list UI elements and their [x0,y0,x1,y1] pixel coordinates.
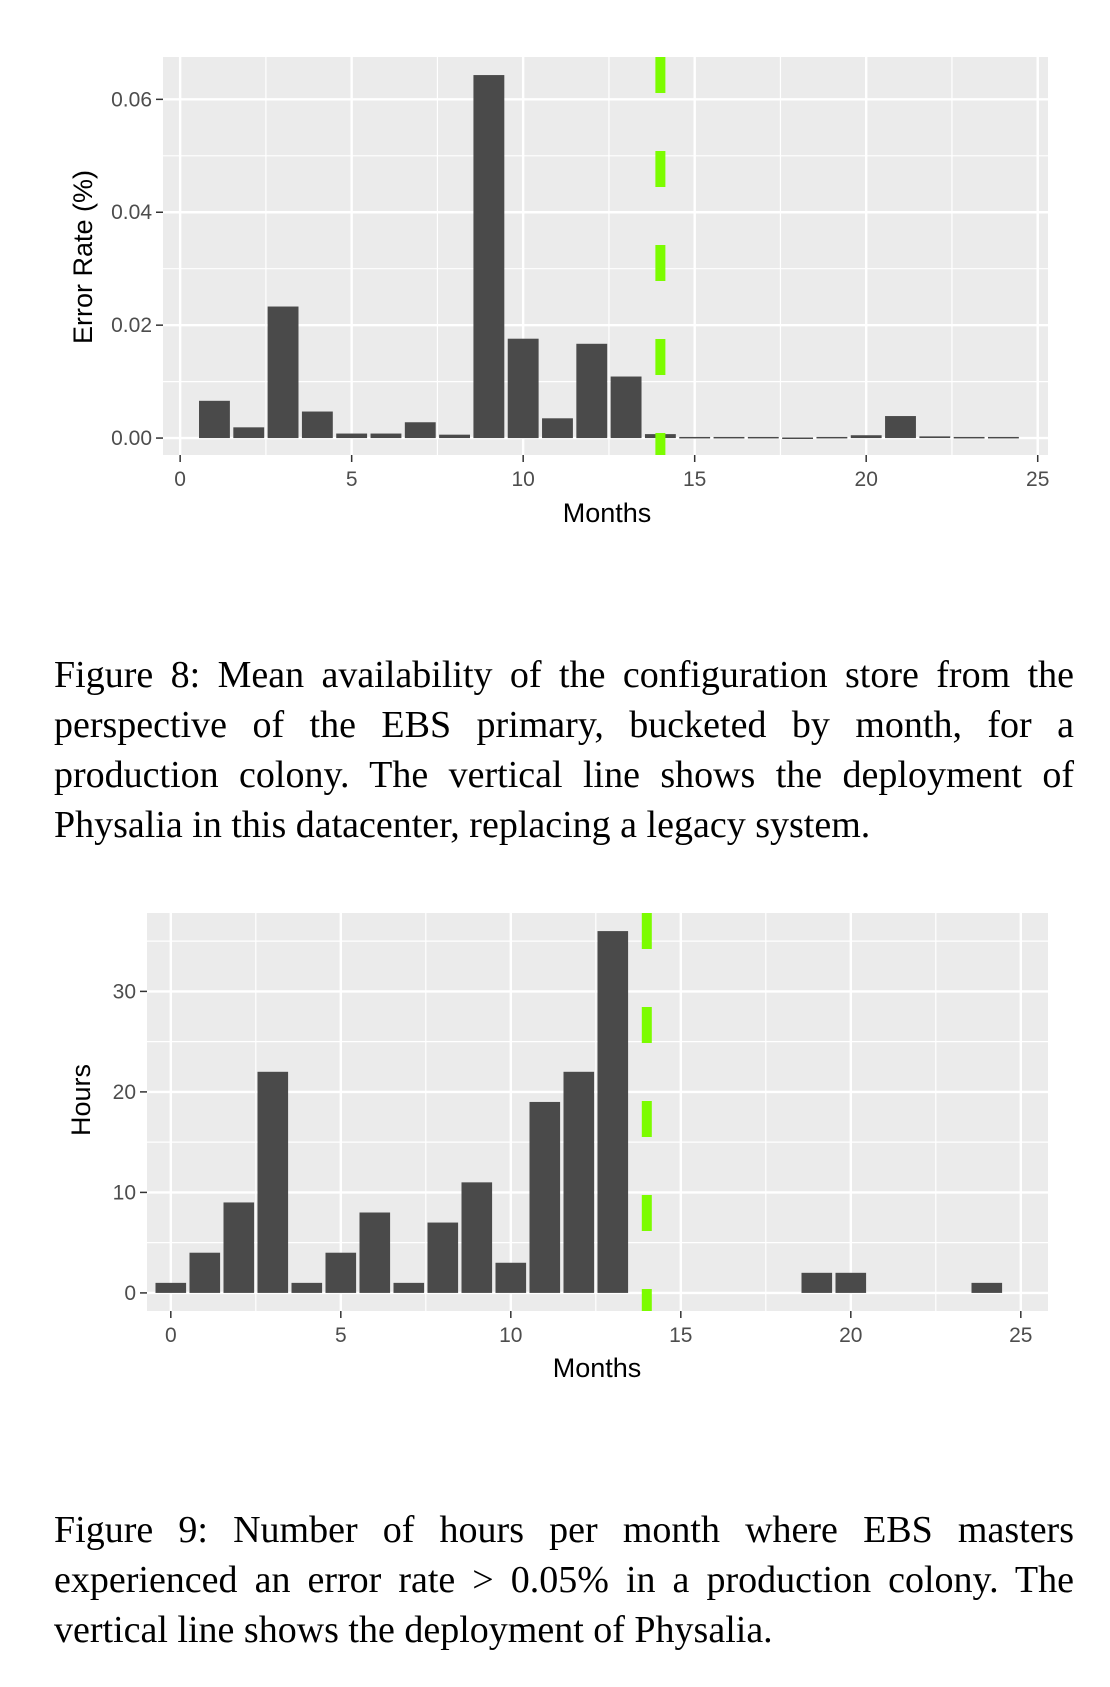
bar [816,436,848,439]
bar [257,1071,289,1293]
x-tick-label: 0 [174,468,186,491]
bar [576,343,608,439]
figure-8-chart: 0 5 10 15 20 25 0.00 0.02 0.04 0.06 Months Error … [68,57,1049,528]
bar [155,1282,187,1293]
x-axis-title: Months [563,498,652,528]
bar [971,1282,1003,1293]
x-tick-label: 15 [669,1324,692,1347]
y-tick-label: 0.04 [111,201,152,224]
x-tick-label: 0 [165,1324,177,1347]
bar [953,436,985,439]
bar [267,306,299,439]
bar [747,436,779,439]
x-tick-label: 20 [839,1324,862,1347]
bar [393,1282,425,1293]
x-tick-label: 5 [346,468,358,491]
y-axis-title: Error Rate (%) [68,170,98,344]
y-tick-label: 10 [113,1181,136,1204]
bar [713,436,745,439]
bar [370,433,402,439]
bar [679,436,711,439]
bar [439,434,471,439]
x-tick-label: 15 [683,468,706,491]
y-tick-label: 30 [113,980,136,1003]
bar [199,400,230,439]
y-axis-title: Hours [66,1064,96,1136]
x-tick-label: 5 [335,1324,347,1347]
bar [189,1252,221,1293]
x-tick-label: 10 [511,468,534,491]
x-tick-label: 20 [855,468,878,491]
bar [223,1202,255,1293]
bar [233,427,265,439]
bar [597,931,629,1293]
bar [919,436,951,439]
bar [495,1262,527,1293]
x-tick-label: 10 [499,1324,522,1347]
bar [336,433,368,439]
bar [301,411,333,439]
y-tick-label: 20 [113,1081,136,1104]
y-tick-label: 0.00 [111,427,152,450]
bar [507,338,539,439]
bar [987,436,1019,439]
bar [529,1101,561,1293]
bar [563,1071,595,1293]
bar [427,1222,459,1293]
y-tick-label: 0 [124,1282,136,1305]
bar [461,1182,493,1293]
bar [610,376,642,439]
figure-9-caption: Figure 9: Number of hours per month wher… [54,1509,1074,1651]
x-tick-label: 25 [1026,468,1049,491]
bar [542,418,573,439]
bar [291,1282,323,1293]
bar [782,437,814,439]
bar [850,435,882,439]
y-tick-label: 0.02 [111,314,152,337]
x-axis-title: Months [553,1353,642,1383]
figure-9-chart: 0 5 10 15 20 25 0 10 20 30 Months Hours [66,913,1048,1383]
bar [404,422,436,439]
y-tick-label: 0.06 [111,88,152,111]
bar [473,75,505,439]
bar [835,1272,867,1293]
bar [325,1252,357,1293]
bar [885,416,916,439]
bar [801,1272,833,1293]
x-tick-label: 25 [1009,1324,1032,1347]
figure-8-caption: Figure 8: Mean availability of the confi… [54,654,1074,846]
bar [359,1212,391,1293]
